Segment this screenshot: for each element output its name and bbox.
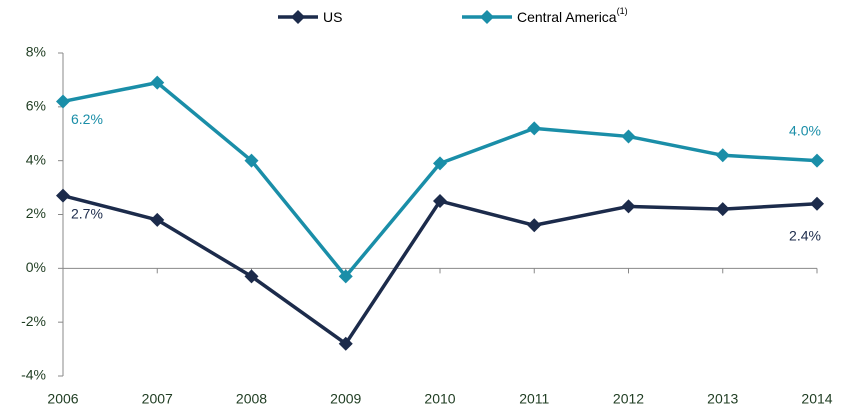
legend-marker bbox=[480, 10, 494, 24]
x-tick-label: 2012 bbox=[613, 391, 644, 407]
y-tick-label: 8% bbox=[26, 44, 46, 60]
legend-name: US bbox=[323, 9, 342, 25]
data-label: 4.0% bbox=[789, 122, 821, 138]
x-tick-label: 2007 bbox=[142, 391, 173, 407]
point-marker bbox=[244, 269, 259, 284]
point-marker bbox=[338, 336, 353, 351]
y-tick-label: -4% bbox=[21, 367, 46, 383]
point-marker bbox=[810, 153, 824, 168]
x-tick-label: 2008 bbox=[236, 391, 267, 407]
legend-label: US bbox=[323, 9, 342, 25]
legend-footnote: (1) bbox=[617, 6, 628, 16]
point-marker bbox=[150, 75, 165, 90]
point-marker bbox=[56, 188, 70, 203]
data-label: 2.7% bbox=[71, 205, 103, 221]
y-tick-label: 2% bbox=[26, 205, 46, 221]
y-tick-label: 4% bbox=[26, 151, 46, 167]
series-line bbox=[62, 80, 818, 279]
legend-marker bbox=[291, 10, 305, 24]
y-tick-label: -2% bbox=[21, 313, 46, 329]
data-label: 6.2% bbox=[71, 111, 103, 127]
point-marker bbox=[433, 156, 447, 171]
point-marker bbox=[433, 194, 447, 209]
point-marker bbox=[150, 212, 165, 227]
point-marker bbox=[527, 121, 542, 136]
point-marker bbox=[621, 199, 636, 214]
x-tick-label: 2010 bbox=[424, 391, 455, 407]
legend-name: Central America bbox=[517, 9, 617, 25]
point-marker bbox=[338, 269, 353, 284]
x-tick-label: 2009 bbox=[330, 391, 361, 407]
point-marker bbox=[244, 153, 259, 168]
x-tick-label: 2014 bbox=[801, 391, 832, 407]
y-tick-label: 0% bbox=[26, 259, 46, 275]
x-tick-label: 2006 bbox=[47, 391, 78, 407]
point-marker bbox=[810, 196, 824, 211]
x-tick-label: 2013 bbox=[707, 391, 738, 407]
x-tick-label: 2011 bbox=[519, 391, 549, 407]
legend-label: Central America(1) bbox=[517, 6, 628, 24]
y-tick-label: 6% bbox=[26, 98, 46, 114]
point-marker bbox=[715, 148, 730, 163]
point-marker bbox=[527, 218, 542, 233]
point-marker bbox=[56, 94, 70, 109]
point-marker bbox=[715, 202, 730, 217]
point-marker bbox=[621, 129, 636, 144]
data-label: 2.4% bbox=[789, 227, 821, 243]
